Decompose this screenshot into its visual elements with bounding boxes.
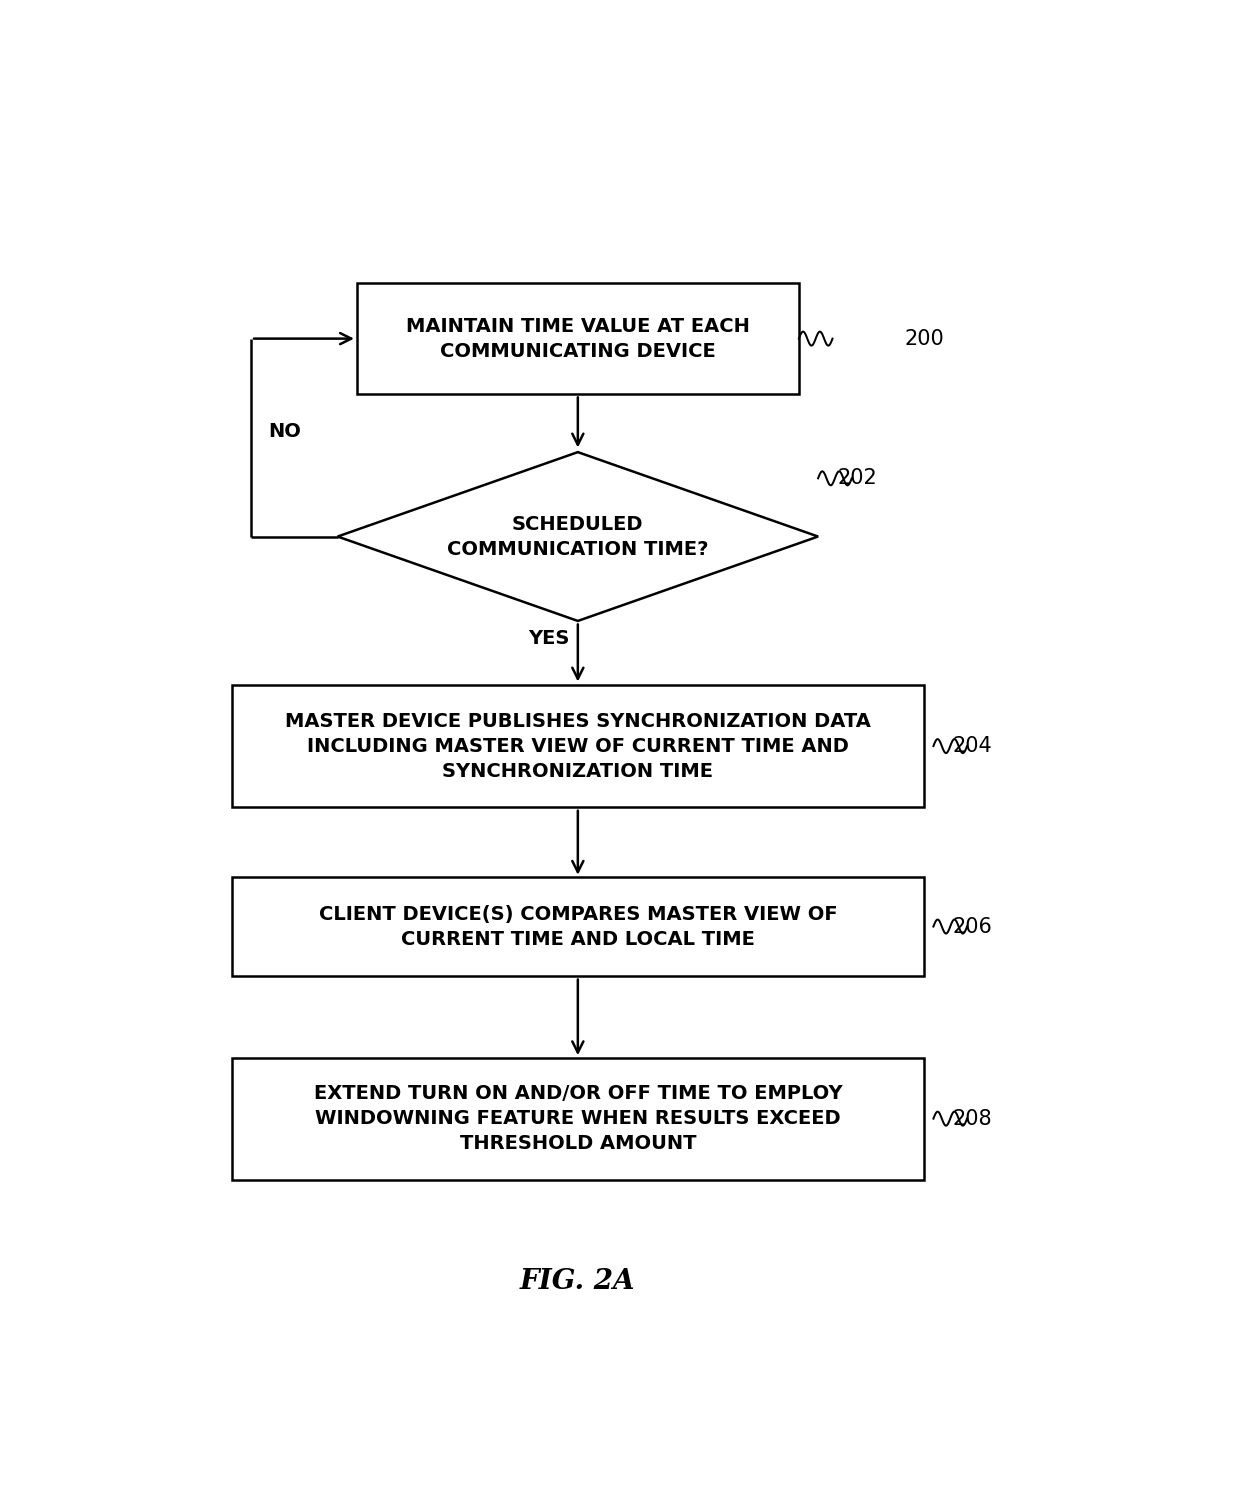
Text: 204: 204 (952, 736, 992, 756)
Text: YES: YES (528, 629, 569, 649)
Text: MASTER DEVICE PUBLISHES SYNCHRONIZATION DATA
INCLUDING MASTER VIEW OF CURRENT TI: MASTER DEVICE PUBLISHES SYNCHRONIZATION … (285, 712, 870, 780)
Text: NO: NO (268, 422, 301, 442)
Text: SCHEDULED
COMMUNICATION TIME?: SCHEDULED COMMUNICATION TIME? (448, 514, 708, 558)
Text: 200: 200 (905, 328, 945, 349)
Polygon shape (337, 452, 818, 621)
Bar (232, 685, 924, 807)
Text: 202: 202 (837, 469, 877, 488)
Text: CLIENT DEVICE(S) COMPARES MASTER VIEW OF
CURRENT TIME AND LOCAL TIME: CLIENT DEVICE(S) COMPARES MASTER VIEW OF… (319, 904, 837, 948)
Bar (232, 877, 924, 977)
Text: 208: 208 (952, 1108, 992, 1128)
Text: EXTEND TURN ON AND/OR OFF TIME TO EMPLOY
WINDOWNING FEATURE WHEN RESULTS EXCEED
: EXTEND TURN ON AND/OR OFF TIME TO EMPLOY… (314, 1084, 842, 1154)
Text: 206: 206 (952, 916, 992, 936)
Text: FIG. 2A: FIG. 2A (520, 1269, 636, 1296)
Bar (357, 283, 799, 395)
Bar (232, 1057, 924, 1179)
Text: MAINTAIN TIME VALUE AT EACH
COMMUNICATING DEVICE: MAINTAIN TIME VALUE AT EACH COMMUNICATIN… (405, 316, 750, 361)
